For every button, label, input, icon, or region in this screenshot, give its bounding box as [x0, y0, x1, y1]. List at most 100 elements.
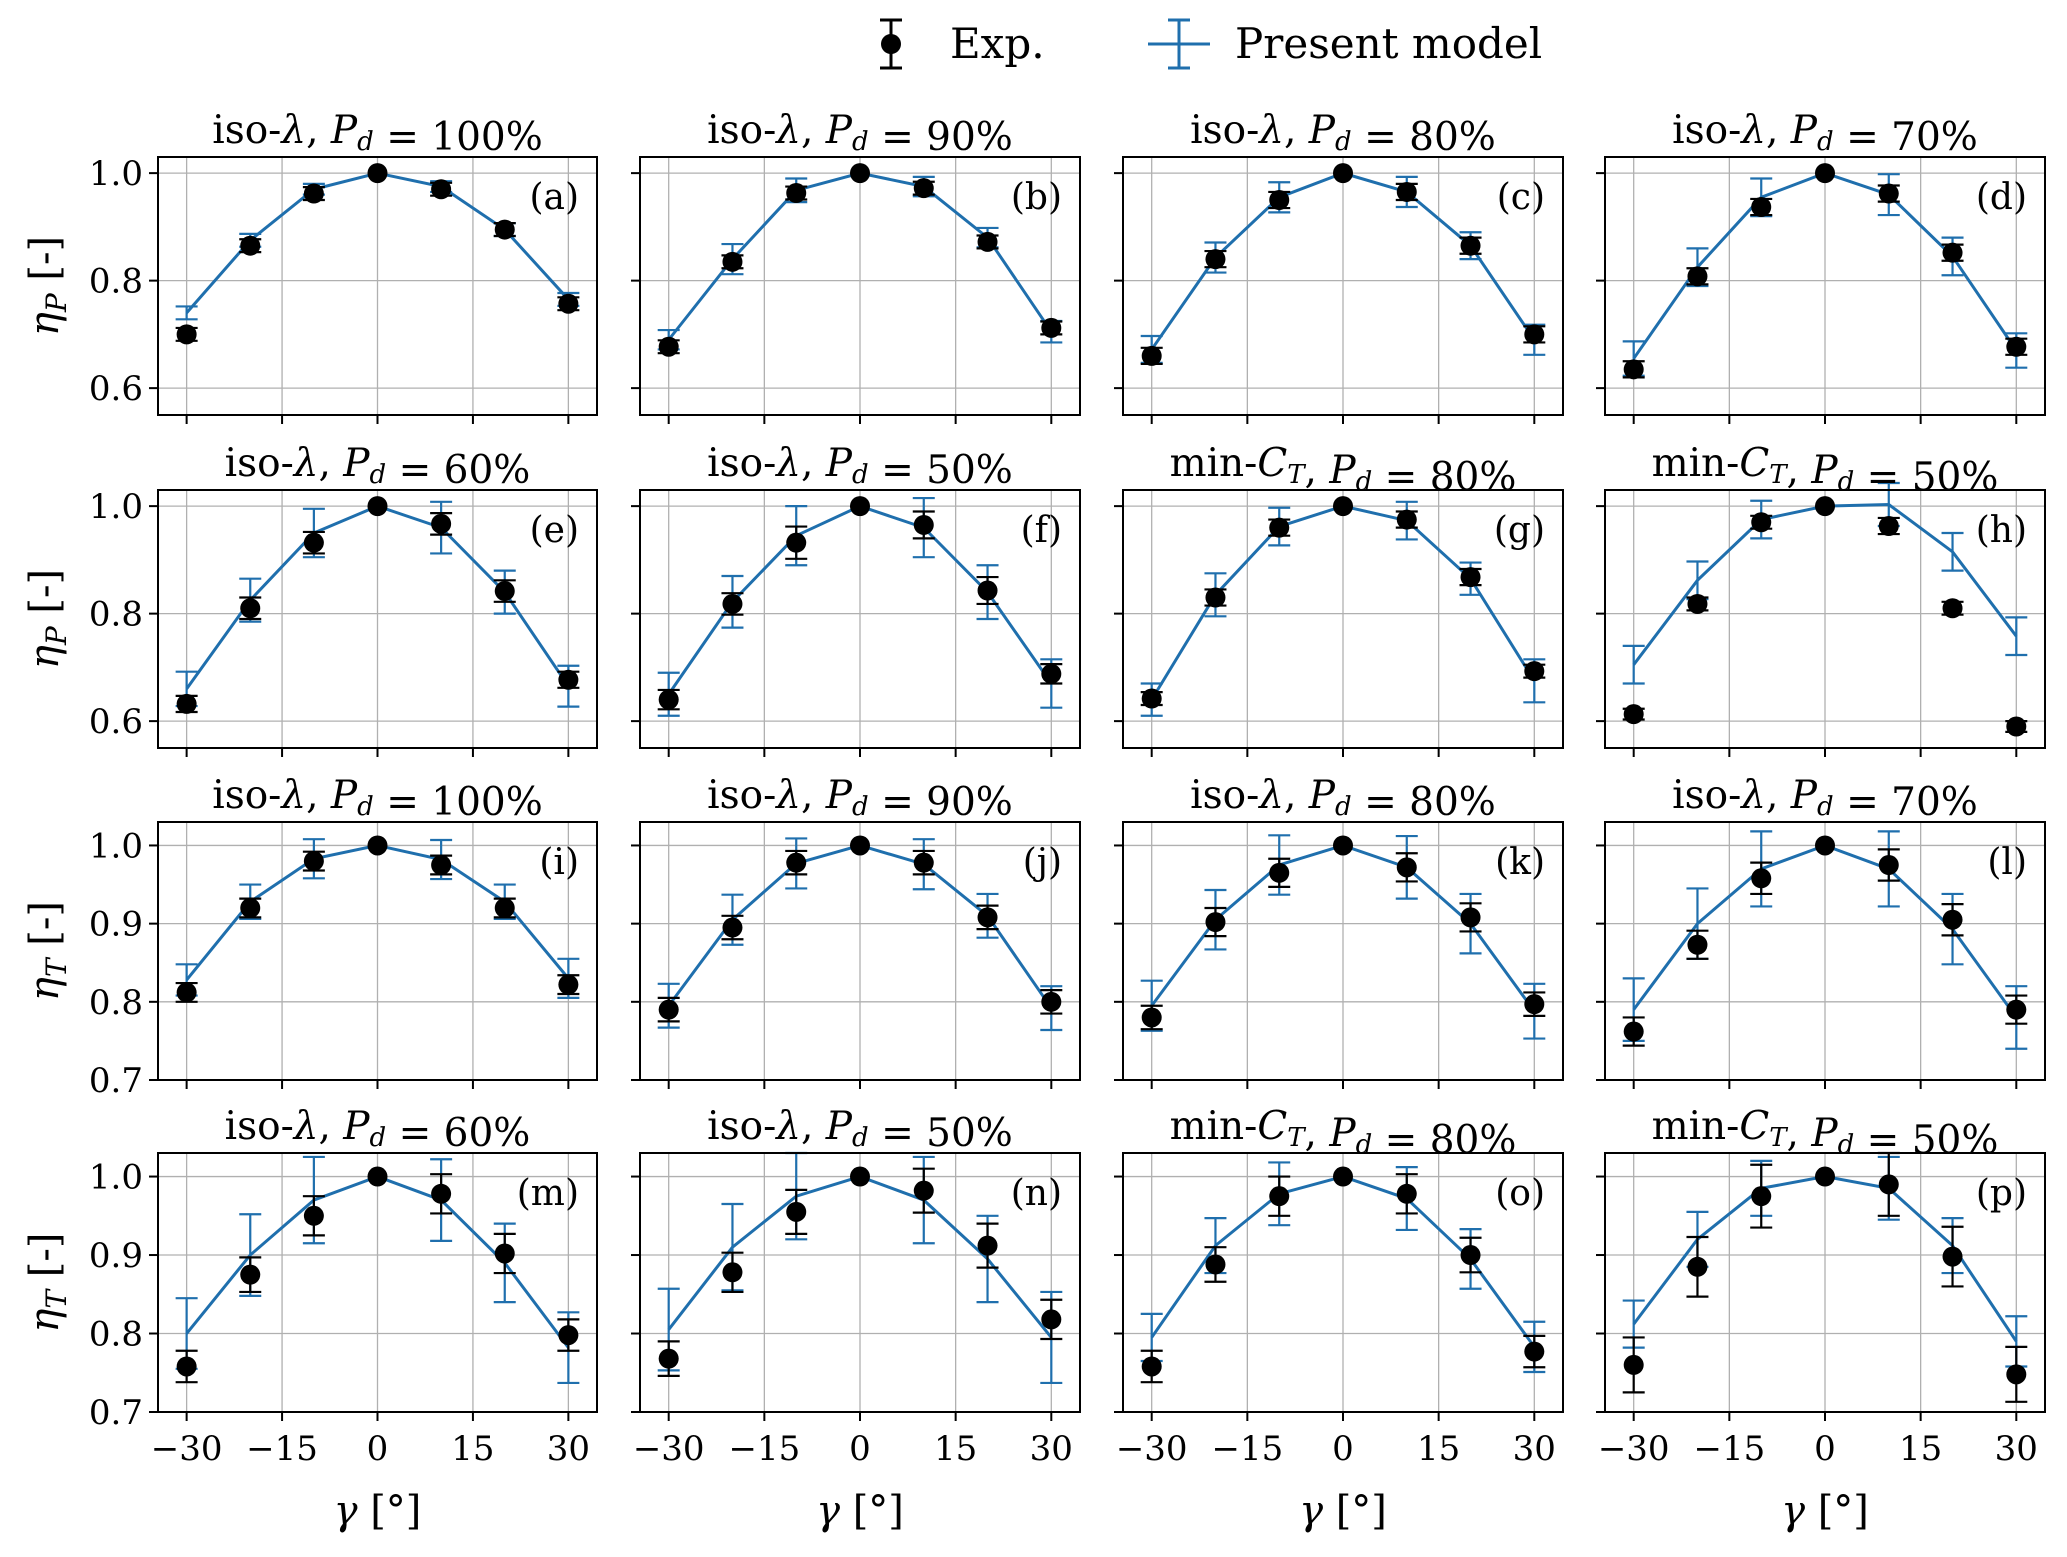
x-tick-label: 15	[1899, 1429, 1942, 1469]
exp-data-point	[786, 852, 807, 873]
exp-data-point	[1878, 1174, 1899, 1195]
axes-frame	[1604, 1152, 2046, 1413]
exp-data-point	[1269, 1186, 1290, 1207]
exp-data-point	[1141, 1007, 1162, 1028]
panel-b: iso-λ, Pd = 90% (b)	[631, 108, 1081, 424]
panel-title: min-CT, Pd = 50%	[1652, 1104, 1999, 1163]
x-tick-label: −15	[1693, 1429, 1765, 1469]
exp-data-point	[1751, 868, 1772, 889]
exp-data-point	[240, 898, 261, 918]
y-tick-label: 0.8	[89, 983, 143, 1023]
panel-title: iso-λ, Pd = 90%	[707, 108, 1013, 160]
y-axis-label: ηT [-]	[22, 1232, 73, 1332]
axes-frame	[1604, 156, 2046, 416]
panel-title: iso-λ, Pd = 50%	[707, 441, 1013, 493]
exp-data-point	[367, 1166, 388, 1187]
exp-data-point	[2006, 1364, 2027, 1385]
exp-data-point	[1878, 516, 1899, 537]
exp-data-point	[658, 999, 679, 1020]
panel-title: iso-λ, Pd = 60%	[225, 441, 531, 493]
exp-data-point	[367, 835, 388, 856]
exp-data-point	[1623, 704, 1644, 725]
panel-label: (e)	[530, 510, 579, 551]
panel-title: iso-λ, Pd = 100%	[212, 108, 543, 160]
exp-data-point	[1141, 345, 1162, 366]
exp-data-point	[176, 1356, 197, 1377]
exp-data-point	[722, 251, 743, 272]
panel-label: (a)	[529, 177, 579, 218]
exp-data-point	[1942, 598, 1963, 619]
y-axis-label: ηP [-]	[22, 569, 73, 669]
exp-data-point	[1041, 991, 1062, 1012]
panels-group: 0.6 0.8 1.0 ηP [-] iso-λ, Pd = 100% (a) iso-λ,…	[22, 108, 2046, 1534]
exp-data-point	[1396, 509, 1417, 530]
exp-data-point	[977, 231, 998, 252]
exp-data-point	[1041, 317, 1062, 338]
exp-data-point	[1041, 663, 1062, 684]
exp-data-point	[240, 598, 261, 619]
x-tick-label: 15	[451, 1429, 494, 1469]
x-axis-label: γ [°]	[1781, 1488, 1869, 1534]
panel-k: iso-λ, Pd = 80% (k)	[1114, 773, 1564, 1089]
y-tick-label: 0.8	[89, 1315, 143, 1355]
exp-data-point	[786, 532, 807, 553]
exp-data-point	[176, 982, 197, 1003]
exp-data-point	[1687, 593, 1708, 614]
panel-label: (g)	[1494, 510, 1545, 551]
panel-label: (p)	[1976, 1173, 2027, 1214]
exp-data-point	[240, 235, 261, 256]
exp-data-point	[303, 851, 324, 872]
axes-frame	[157, 489, 598, 749]
axes-frame	[157, 821, 598, 1081]
exp-data-point	[1205, 587, 1226, 608]
exp-data-point	[367, 163, 388, 184]
x-tick-label: −15	[728, 1429, 800, 1469]
axes-frame	[1604, 821, 2046, 1081]
exp-data-point	[1141, 688, 1162, 709]
exp-data-point	[1396, 181, 1417, 202]
exp-data-point	[1041, 1309, 1062, 1330]
exp-data-point	[494, 581, 515, 602]
x-axis-label: γ [°]	[816, 1488, 904, 1534]
panel-label: (k)	[1495, 842, 1545, 883]
exp-data-point	[658, 689, 679, 710]
exp-data-point	[1460, 907, 1481, 928]
exp-data-point	[1460, 235, 1481, 256]
exp-data-point	[1333, 1166, 1353, 1187]
exp-data-point	[558, 974, 579, 995]
x-tick-label: 30	[1030, 1429, 1073, 1469]
exp-data-point	[722, 1262, 743, 1283]
axes-frame	[1122, 489, 1564, 749]
panel-title: iso-λ, Pd = 80%	[1190, 773, 1496, 825]
x-axis-label: γ [°]	[334, 1488, 422, 1534]
x-tick-label: 30	[1995, 1429, 2038, 1469]
y-tick-label: 1.0	[89, 487, 143, 527]
exp-data-point	[1524, 1341, 1545, 1362]
exp-data-point	[367, 496, 388, 517]
axes-frame	[157, 1152, 598, 1413]
y-tick-label: 0.9	[89, 905, 143, 945]
x-tick-label: −30	[1116, 1429, 1188, 1469]
exp-data-point	[1751, 512, 1772, 533]
exp-data-point	[1524, 324, 1545, 345]
exp-data-point	[1205, 1254, 1226, 1275]
exp-data-point	[2006, 716, 2027, 737]
y-tick-label: 0.8	[89, 595, 143, 635]
panel-title: iso-λ, Pd = 70%	[1672, 108, 1978, 160]
y-tick-label: 0.7	[89, 1393, 143, 1433]
x-tick-label: 0	[1814, 1429, 1836, 1469]
axes-frame	[639, 1152, 1081, 1413]
exp-data-point	[240, 1264, 261, 1285]
panel-j: iso-λ, Pd = 90% (j)	[631, 773, 1081, 1089]
exp-data-point	[1815, 1166, 1835, 1187]
x-tick-label: −30	[633, 1429, 705, 1469]
y-tick-label: 0.7	[89, 1061, 143, 1101]
panel-label: (l)	[1987, 842, 2027, 883]
x-tick-label: −30	[151, 1429, 223, 1469]
panel-title: min-CT, Pd = 80%	[1170, 1104, 1517, 1163]
y-tick-label: 1.0	[89, 1158, 143, 1198]
exp-data-point	[1205, 249, 1226, 270]
exp-data-point	[658, 1348, 679, 1369]
exp-data-point	[176, 693, 197, 714]
